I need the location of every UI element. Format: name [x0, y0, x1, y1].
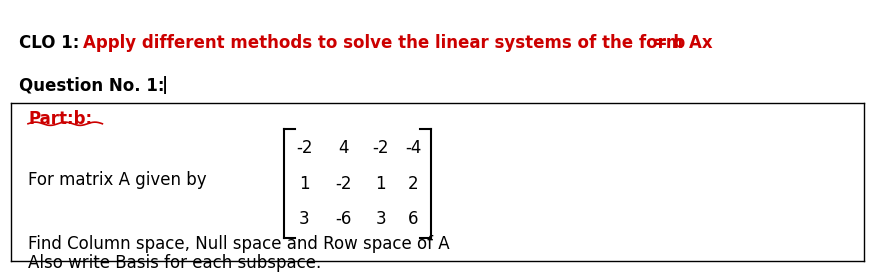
- Text: Part:b:: Part:b:: [28, 110, 92, 128]
- Text: -4: -4: [405, 139, 421, 157]
- Text: -2: -2: [297, 139, 312, 157]
- Text: Find Column space, Null space and Row space of A: Find Column space, Null space and Row sp…: [28, 235, 450, 253]
- Text: |: |: [162, 76, 168, 94]
- Text: Apply different methods to solve the linear systems of the form Ax: Apply different methods to solve the lin…: [83, 34, 713, 52]
- Text: 4: 4: [339, 139, 349, 157]
- Text: 6: 6: [408, 210, 418, 228]
- Text: Question No. 1:: Question No. 1:: [19, 76, 164, 94]
- Text: 1: 1: [299, 175, 310, 193]
- Text: 2: 2: [408, 175, 418, 193]
- Text: -2: -2: [336, 175, 352, 193]
- Text: CLO 1:: CLO 1:: [19, 34, 86, 52]
- Text: 1: 1: [375, 175, 386, 193]
- Text: 3: 3: [299, 210, 310, 228]
- Text: For matrix A given by: For matrix A given by: [28, 171, 206, 189]
- Text: -2: -2: [373, 139, 388, 157]
- Text: -6: -6: [336, 210, 352, 228]
- Text: 3: 3: [375, 210, 386, 228]
- Text: Also write Basis for each subspace.: Also write Basis for each subspace.: [28, 254, 321, 272]
- Text: = b: = b: [648, 34, 685, 52]
